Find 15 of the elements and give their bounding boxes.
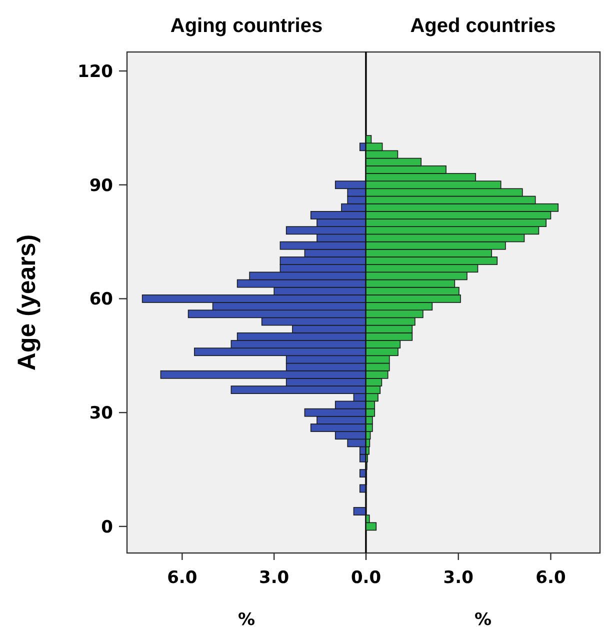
chart-title: Aging countries xyxy=(170,15,323,37)
x-tick-label: 6.0 xyxy=(536,568,566,588)
x-tick-label: 0.0 xyxy=(350,568,382,588)
y-axis-title: Age (years) xyxy=(13,234,41,371)
x-tick-label: 3.0 xyxy=(443,568,474,588)
y-tick-label: 60 xyxy=(89,290,114,310)
x-tick-label: 6.0 xyxy=(167,568,198,588)
x-axis-title: % xyxy=(238,610,256,627)
y-tick-label: 30 xyxy=(89,404,114,424)
y-tick-label: 0 xyxy=(101,517,114,538)
y-tick-label: 120 xyxy=(78,62,114,82)
y-tick-label: 90 xyxy=(89,176,114,196)
chart-title: Aged countries xyxy=(410,15,556,37)
x-axis-title: % xyxy=(474,610,492,627)
x-tick-label: 3.0 xyxy=(259,568,290,588)
